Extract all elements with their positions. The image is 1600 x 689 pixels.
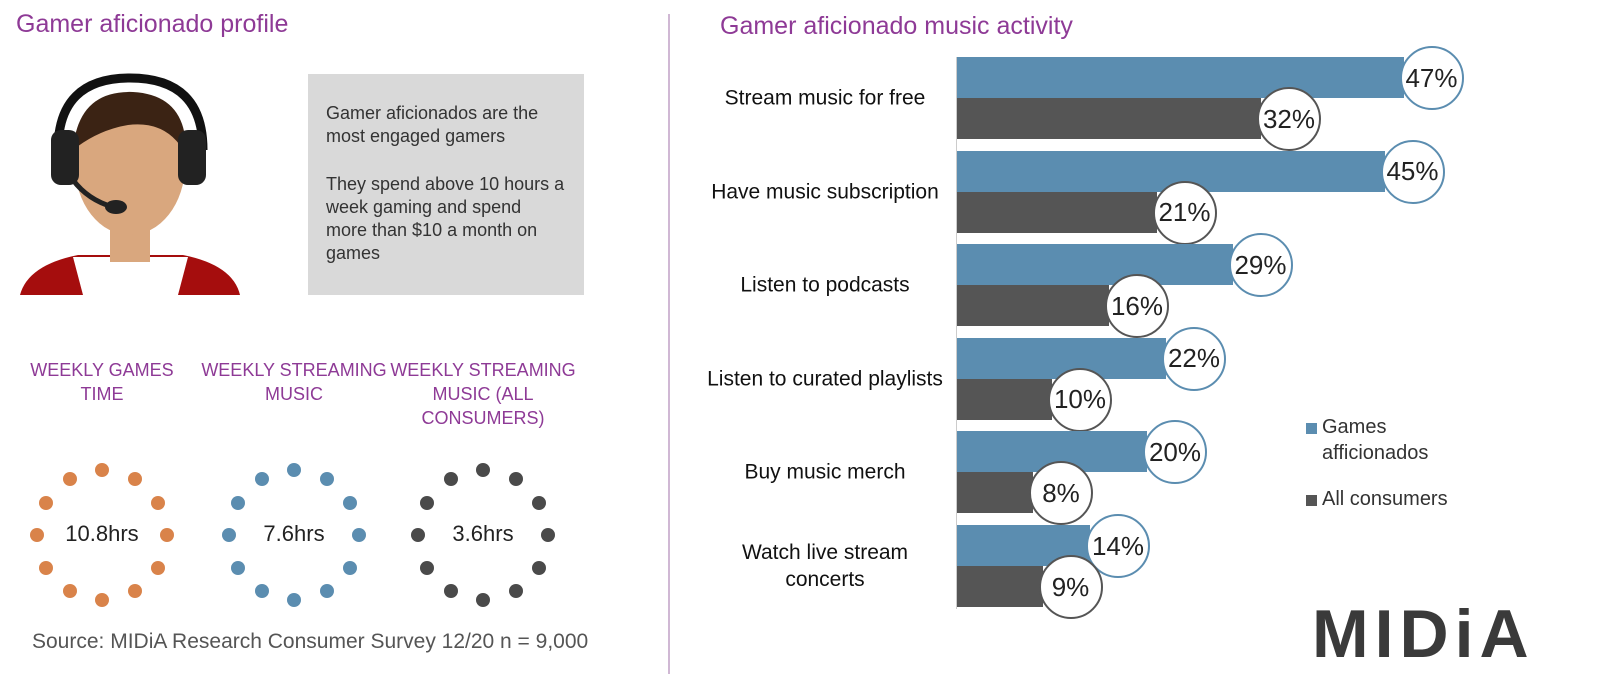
value-label: 16%	[1105, 274, 1169, 339]
description: They spend above 10 hours a week gaming …	[326, 174, 565, 263]
stat-dot	[532, 560, 547, 575]
legend-label: Games afficionados	[1322, 416, 1429, 464]
description: Gamer aficionados are the most engaged g…	[326, 103, 539, 146]
category-label: Listen to curated playlists	[707, 367, 943, 391]
stat-label: WEEKLY STREAMING MUSIC (ALL CONSUMERS)	[390, 360, 576, 428]
value-label: 22%	[1162, 326, 1226, 391]
bar	[957, 191, 1157, 233]
axis-line	[956, 57, 957, 609]
stat-dot	[343, 560, 358, 575]
stat-dot	[319, 584, 334, 599]
stat-value: 3.6hrs	[452, 521, 514, 546]
stat-value: 10.8hrs	[65, 521, 139, 546]
value-label: 21%	[1152, 180, 1217, 245]
stat-dot	[419, 495, 434, 510]
profile-title: Gamer aficionado profile	[16, 10, 289, 38]
stat-dot	[254, 584, 269, 599]
stat-dot	[95, 593, 109, 607]
chart-title: Gamer aficionado music activity	[720, 12, 1073, 40]
stat-dot	[127, 471, 142, 486]
bar	[957, 57, 1404, 98]
stat-dot	[160, 528, 174, 542]
bar	[957, 566, 1043, 607]
bar	[957, 285, 1109, 327]
category-label: Stream music for free	[724, 86, 926, 110]
source: Source: MIDiA Research Consumer Survey 1…	[32, 630, 589, 653]
category-label: Listen to podcasts	[740, 273, 910, 297]
avatar-icon	[20, 73, 240, 295]
value-label: 29%	[1228, 233, 1293, 298]
stat-dot	[352, 528, 366, 542]
stat-dot	[419, 560, 434, 575]
stat-dot	[62, 584, 77, 599]
bar	[957, 244, 1233, 286]
stat-dot	[254, 471, 269, 486]
stat-dot	[443, 584, 458, 599]
category-label: Buy music merch	[744, 460, 906, 484]
stat-dot	[62, 471, 77, 486]
bar	[957, 472, 1033, 514]
stat-dot	[343, 495, 358, 510]
value-label: 47%	[1399, 46, 1464, 110]
stat-dot	[508, 584, 523, 599]
stat-value: 7.6hrs	[263, 521, 325, 546]
stat-dot	[319, 471, 334, 486]
divider	[668, 14, 670, 674]
stat-dot	[287, 463, 301, 477]
value-label: 20%	[1143, 420, 1207, 485]
stat-dot	[443, 471, 458, 486]
stat-dot	[151, 560, 166, 575]
stat-dot	[287, 593, 301, 607]
stat-dot	[411, 528, 425, 542]
legend-swatch	[1306, 423, 1317, 434]
stat-dot	[230, 560, 245, 575]
value-label: 9%	[1038, 555, 1103, 619]
stat-label: WEEKLY GAMES TIME	[30, 360, 174, 404]
logo: MIDiA	[1312, 596, 1535, 672]
stat-dot	[38, 560, 53, 575]
stat-dot	[541, 528, 555, 542]
category-label: Have music subscription	[711, 180, 939, 204]
value-label: 8%	[1029, 461, 1093, 526]
stat-dot	[38, 495, 53, 510]
stat-dot	[151, 495, 166, 510]
stat-dot	[508, 471, 523, 486]
stat-dot	[95, 463, 109, 477]
stat-label: WEEKLY STREAMING MUSIC	[201, 360, 387, 404]
stat-dot	[476, 463, 490, 477]
bar	[957, 337, 1166, 379]
stat-dot	[222, 528, 236, 542]
description-box: Gamer aficionados are the most engaged g…	[308, 74, 584, 295]
value-label: 45%	[1380, 139, 1445, 204]
stat-dot	[476, 593, 490, 607]
bar	[957, 378, 1052, 420]
value-label: 14%	[1086, 514, 1150, 578]
bar	[957, 98, 1261, 139]
stat-dot	[30, 528, 44, 542]
stat-dot	[127, 584, 142, 599]
legend-label: All consumers	[1322, 488, 1448, 510]
stat-dot	[532, 495, 547, 510]
legend-swatch	[1306, 495, 1317, 506]
value-label: 32%	[1257, 87, 1321, 151]
stat-dot	[230, 495, 245, 510]
category-label: Watch live stream concerts	[741, 541, 909, 591]
value-label: 10%	[1048, 367, 1112, 432]
